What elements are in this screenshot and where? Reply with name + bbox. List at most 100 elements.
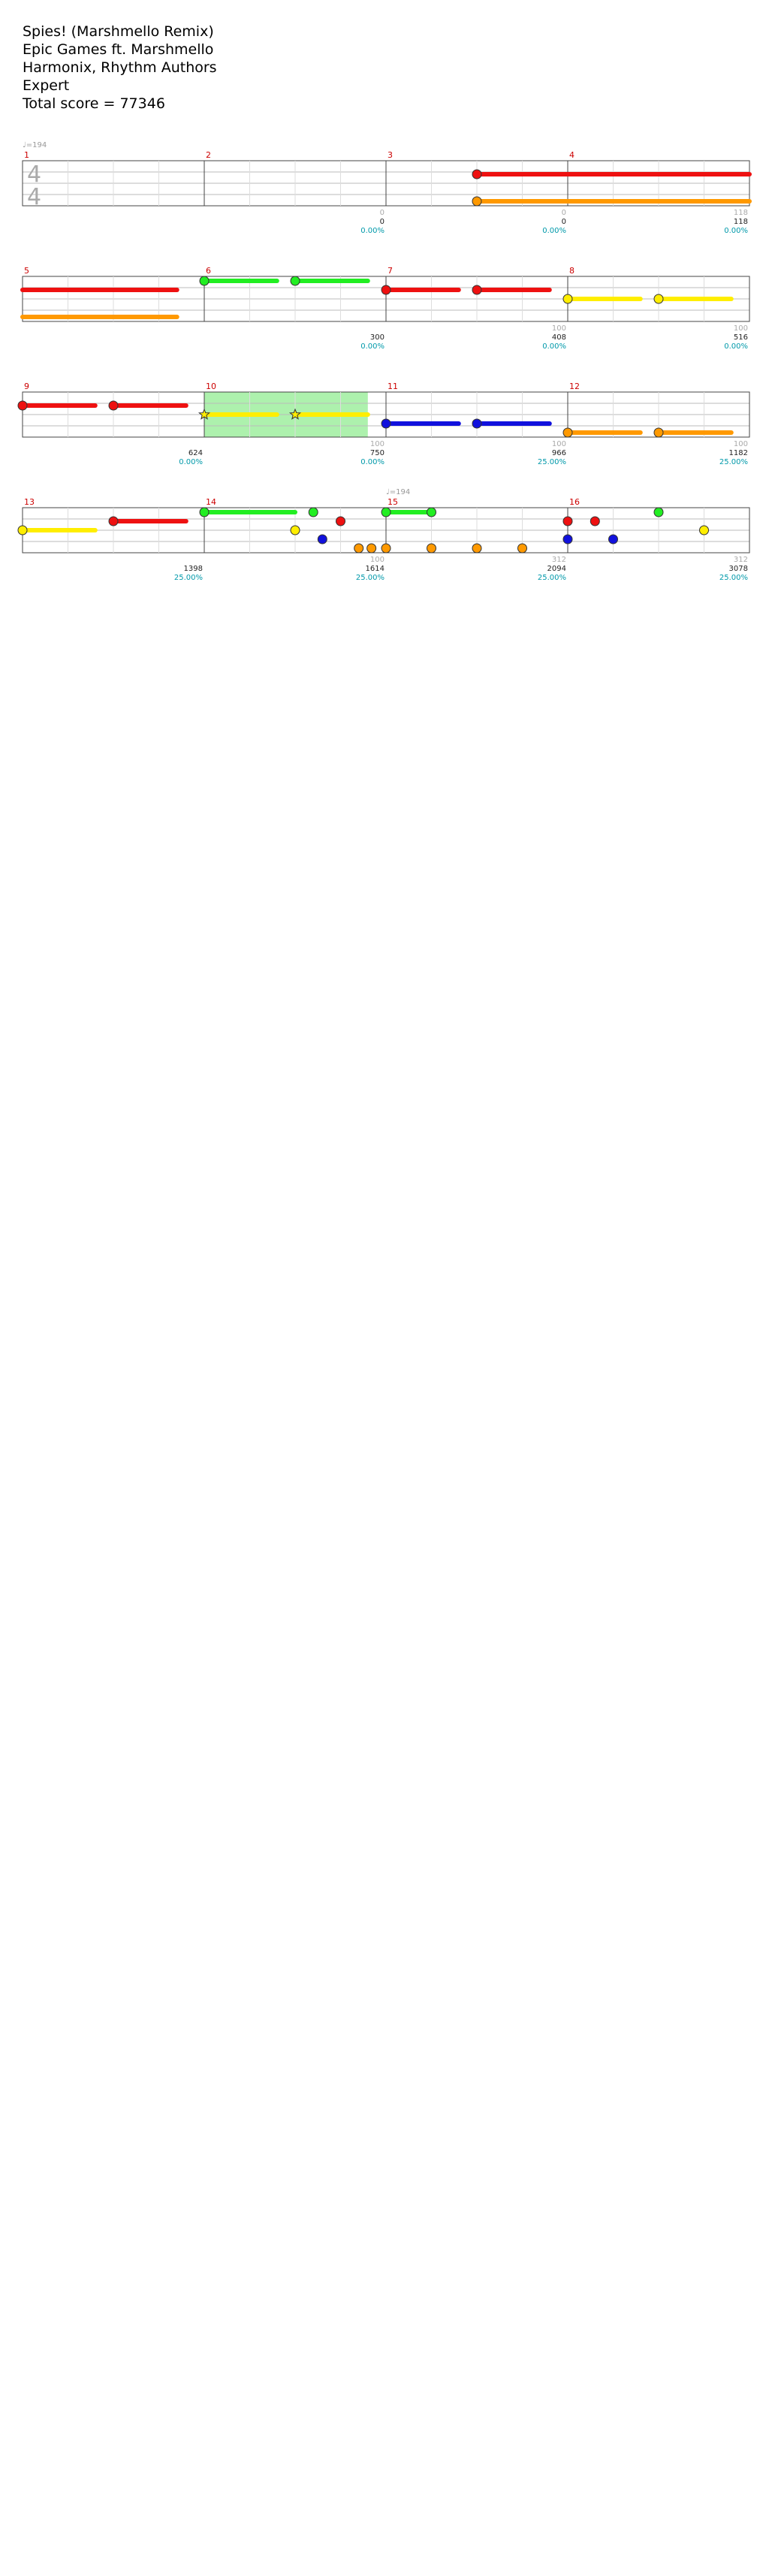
measure: [198, 391, 387, 438]
measure: [17, 391, 205, 438]
cumulative-score: 966: [552, 449, 566, 457]
sp-percentage: 0.00%: [360, 342, 384, 351]
measure-note-score: 100: [370, 440, 384, 448]
measure: [562, 276, 750, 322]
star-note: [288, 408, 302, 420]
cumulative-score: 1182: [729, 449, 748, 457]
measure-number: 15: [388, 497, 398, 507]
cumulative-score: 624: [188, 449, 203, 457]
note-gem: [381, 418, 391, 429]
note-gem: [472, 285, 482, 295]
measure-number: 9: [24, 382, 29, 391]
note-gem: [199, 507, 210, 517]
note-gem: [381, 507, 391, 517]
song-difficulty: Expert: [23, 77, 70, 94]
sp-percentage: 25.00%: [538, 574, 566, 582]
note-gem: [699, 525, 709, 535]
note-gem: [472, 169, 482, 179]
measure-note-score: 0: [380, 209, 384, 217]
measure-note-score: 312: [734, 556, 748, 564]
cumulative-score: 0: [562, 218, 566, 226]
measure-number: 8: [569, 266, 574, 276]
sp-percentage: 25.00%: [719, 458, 748, 466]
measure: [17, 507, 205, 554]
bpm-marker: ♩=194: [23, 141, 47, 149]
note-gem: [562, 294, 573, 304]
measure-number: 14: [206, 497, 216, 507]
measure-number: 10: [206, 382, 216, 391]
cumulative-score: 408: [552, 333, 566, 342]
note-gem: [562, 534, 573, 544]
note-gem: [17, 525, 28, 535]
note-gem: [336, 516, 345, 526]
measure: [204, 160, 387, 207]
note-gem: [427, 543, 436, 554]
cumulative-score: 516: [734, 333, 748, 342]
cumulative-score: 750: [370, 449, 384, 457]
song-artist: Epic Games ft. Marshmello: [23, 41, 214, 58]
measure-note-score: 100: [370, 556, 384, 564]
measure-number: 11: [388, 382, 398, 391]
note-gem: [317, 534, 327, 544]
measure: [199, 507, 387, 554]
measure: [565, 160, 752, 207]
measure: [381, 276, 568, 322]
note-gem: [517, 543, 527, 554]
note-gem: [199, 276, 210, 286]
measure: [385, 160, 570, 207]
sp-percentage: 25.00%: [174, 574, 203, 582]
sp-percentage: 0.00%: [542, 342, 566, 351]
note-gem: [427, 507, 436, 517]
note-gem: [108, 516, 119, 526]
note-gem: [653, 507, 664, 517]
measure-number: 4: [569, 150, 574, 160]
total-score: Total score = 77346: [23, 95, 165, 112]
sp-percentage: 0.00%: [724, 227, 748, 235]
measure: [199, 276, 387, 322]
measure-number: 5: [24, 266, 29, 276]
note-gem: [608, 534, 618, 544]
note-gem: [590, 516, 600, 526]
cumulative-score: 2094: [547, 565, 566, 573]
note-gem: [472, 543, 482, 554]
measure-number: 3: [388, 150, 393, 160]
measure-note-score: 118: [734, 209, 748, 217]
sp-percentage: 0.00%: [542, 227, 566, 235]
sp-percentage: 0.00%: [724, 342, 748, 351]
measure-note-score: 100: [734, 440, 748, 448]
measure-number: 16: [569, 497, 580, 507]
time-signature-top: 4: [27, 161, 41, 188]
note-gem: [108, 400, 119, 411]
measure-note-score: 0: [562, 209, 566, 217]
star-note: [198, 408, 211, 420]
chart-row: [22, 160, 752, 207]
measure: [20, 276, 205, 322]
measure: [381, 507, 568, 554]
sp-percentage: 0.00%: [179, 458, 203, 466]
measure: [562, 391, 750, 438]
measure-note-score: 100: [552, 440, 566, 448]
cumulative-score: 1614: [366, 565, 384, 573]
note-gem: [354, 543, 364, 554]
note-gem: [290, 276, 300, 286]
chart-row: [17, 507, 750, 554]
song-charter: Harmonix, Rhythm Authors: [23, 59, 217, 76]
sp-percentage: 0.00%: [360, 458, 384, 466]
bpm-marker: ♩=194: [386, 488, 410, 496]
note-gem: [381, 543, 391, 554]
note-gem: [472, 196, 482, 207]
chart-row: [20, 276, 750, 322]
note-gem: [290, 525, 300, 535]
chart-row: [17, 391, 750, 438]
cumulative-score: 0: [380, 218, 384, 226]
cumulative-score: 118: [734, 218, 748, 226]
measure-number: 7: [388, 266, 393, 276]
measure-number: 1: [24, 150, 29, 160]
note-gem: [653, 294, 664, 304]
sp-percentage: 25.00%: [356, 574, 384, 582]
cumulative-score: 1398: [184, 565, 203, 573]
measure-number: 2: [206, 150, 211, 160]
sp-percentage: 25.00%: [719, 574, 748, 582]
note-gem: [472, 418, 482, 429]
